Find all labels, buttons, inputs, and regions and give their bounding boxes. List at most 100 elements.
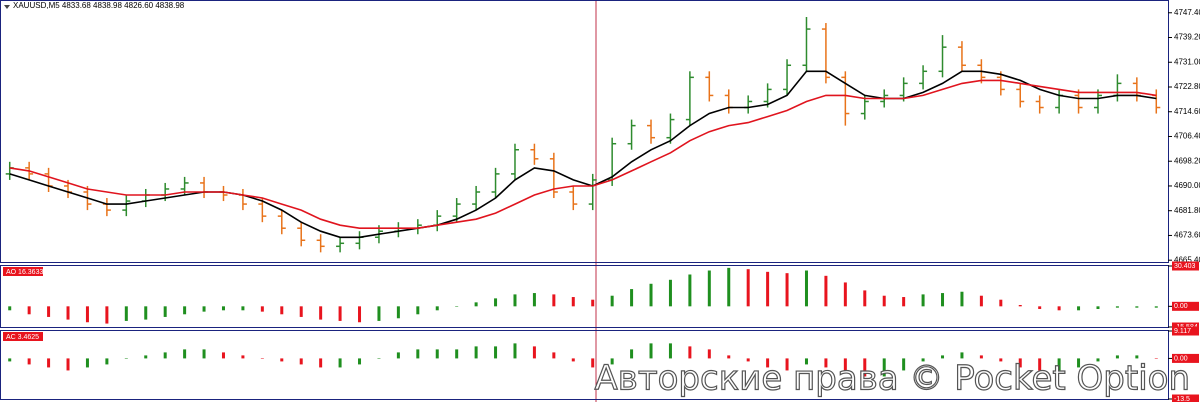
indicator-label: AO 16.3633 [6, 269, 43, 276]
histogram-bar [280, 306, 284, 315]
histogram-bar [319, 306, 323, 320]
histogram-bar [863, 290, 867, 307]
histogram-bar [688, 274, 692, 307]
y-tick-label-box [1172, 394, 1199, 402]
histogram-bar [882, 358, 886, 377]
y-tick-label: 4714.60 [1174, 107, 1200, 116]
histogram-bar [688, 346, 692, 359]
histogram-bar [591, 358, 595, 368]
y-tick-label: 30.403 [1174, 263, 1196, 270]
histogram-bar [843, 282, 847, 307]
histogram-bar [27, 358, 31, 365]
histogram-bar [921, 358, 925, 362]
histogram-bar [27, 306, 31, 315]
symbol-menu-icon[interactable] [4, 5, 10, 9]
y-tick-label: 4739.20 [1174, 33, 1200, 42]
histogram-bar [610, 358, 614, 365]
histogram-bar [532, 293, 536, 307]
histogram-bar [47, 358, 51, 368]
histogram-bar [377, 358, 381, 359]
histogram-bar [47, 306, 51, 317]
indicator-label-box [3, 332, 43, 341]
y-tick-label-box [1172, 301, 1199, 311]
histogram-bar [1077, 306, 1081, 311]
histogram-bar [435, 306, 439, 311]
histogram-bar [571, 358, 575, 362]
histogram-bar [902, 358, 906, 371]
histogram-bar [941, 293, 945, 307]
histogram-bar [124, 358, 128, 359]
histogram-bar [979, 295, 983, 307]
y-tick-label-box [1172, 326, 1199, 336]
y-tick-label: 4706.40 [1174, 132, 1200, 141]
y-tick-label: 4690.00 [1174, 181, 1200, 190]
histogram-bar [163, 352, 167, 359]
y-tick-label: 4731.00 [1174, 57, 1200, 66]
y-tick-label: 4681.80 [1174, 206, 1200, 215]
histogram-bar [804, 270, 808, 307]
y-tick-label: 4665.40 [1174, 255, 1200, 264]
histogram-bar [824, 358, 828, 368]
histogram-bar [338, 358, 342, 368]
y-tick-label: 4722.80 [1174, 82, 1200, 91]
histogram-bar [494, 298, 498, 307]
histogram-bar [202, 349, 206, 359]
histogram-bar [202, 306, 206, 312]
histogram-bar [163, 306, 167, 317]
histogram-bar [746, 358, 750, 362]
histogram-bar [999, 358, 1003, 362]
histogram-bar [1096, 306, 1100, 309]
histogram-bar [727, 355, 731, 359]
histogram-bar [8, 358, 12, 362]
histogram-bar [513, 294, 517, 307]
pane-border [0, 265, 1169, 328]
y-tick-label: 0.00 [1174, 355, 1188, 362]
histogram-bar [338, 306, 342, 321]
histogram-bar [1115, 355, 1119, 359]
histogram-bar [1018, 305, 1022, 307]
histogram-bar [882, 295, 886, 307]
histogram-bar [824, 275, 828, 307]
histogram-bar [1154, 358, 1158, 359]
moving-average [9, 79, 1157, 229]
histogram-bar [1018, 358, 1022, 368]
histogram-bar [668, 279, 672, 307]
histogram-bar [221, 306, 225, 311]
histogram-bar [85, 358, 89, 368]
y-tick-label: 9.117 [1174, 328, 1191, 335]
histogram-bar [474, 346, 478, 359]
histogram-bar [649, 343, 653, 359]
histogram-bar [707, 270, 711, 307]
histogram-bar [785, 273, 789, 307]
y-tick-label: 0.00 [1174, 303, 1188, 310]
histogram-bar [591, 299, 595, 307]
y-tick-label: 4747.40 [1174, 8, 1200, 17]
histogram-bar [668, 343, 672, 359]
histogram-bar [416, 306, 420, 315]
indicator-label-box [3, 267, 43, 276]
histogram-bar [494, 346, 498, 359]
histogram-bar [1057, 358, 1061, 371]
histogram-bar [260, 306, 264, 312]
histogram-bar [455, 349, 459, 359]
histogram-bar [474, 302, 478, 307]
histogram-bar [979, 355, 983, 359]
histogram-bar [902, 297, 906, 307]
histogram-bar [1135, 355, 1139, 359]
histogram-bar [221, 352, 225, 359]
histogram-bar [1038, 358, 1042, 371]
histogram-bar [144, 306, 148, 320]
chart-title: XAUUSD,M5 4833.68 4838.98 4826.60 4838.9… [13, 1, 185, 10]
y-tick-label-box [1172, 261, 1199, 271]
histogram-bar [843, 358, 847, 374]
histogram-bar [707, 349, 711, 359]
y-tick-label: 4698.20 [1174, 156, 1200, 165]
histogram-bar [552, 294, 556, 307]
histogram-bar [416, 349, 420, 359]
histogram-bar [532, 346, 536, 359]
histogram-bar [513, 343, 517, 359]
y-tick-label-box [1172, 353, 1199, 363]
histogram-bar [1154, 306, 1158, 308]
histogram-bar [280, 358, 284, 362]
